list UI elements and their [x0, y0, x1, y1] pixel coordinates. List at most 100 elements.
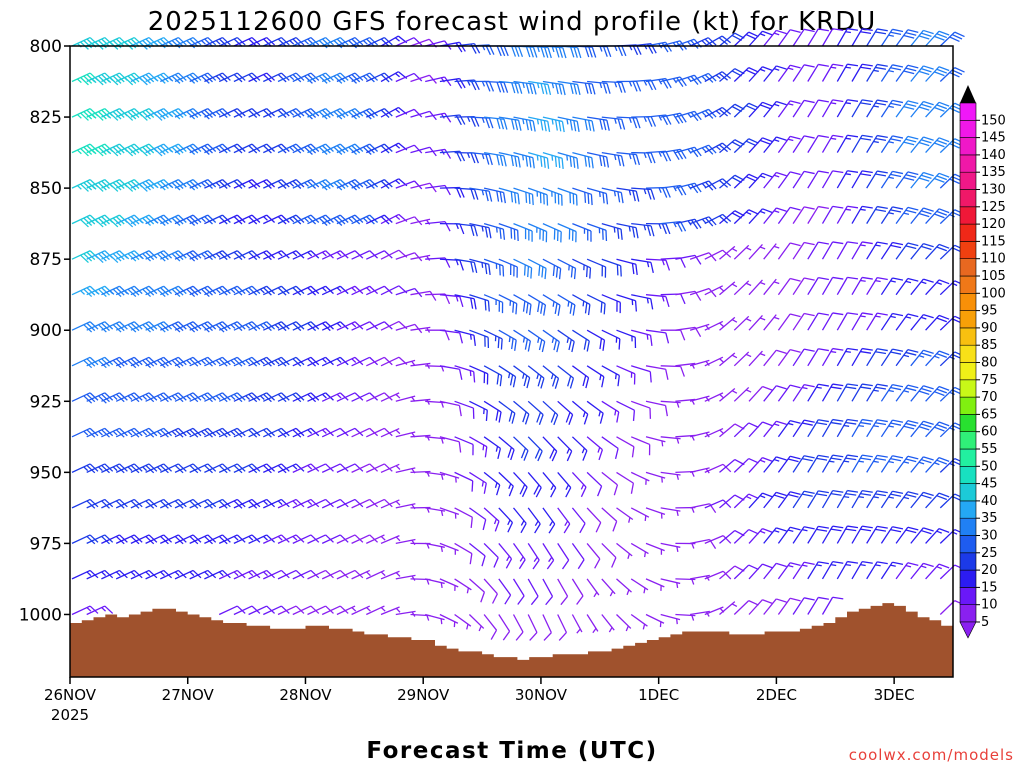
- wind-barb: [395, 287, 423, 298]
- wind-barb: [557, 116, 580, 133]
- wind-barb: [910, 314, 934, 331]
- wind-barb: [115, 463, 143, 474]
- wind-barb: [660, 76, 687, 87]
- wind-barb: [733, 31, 759, 47]
- wind-barb: [115, 427, 143, 438]
- wind-barb: [292, 285, 320, 296]
- wind-barb: [321, 143, 349, 155]
- wind-barb: [395, 72, 423, 83]
- wind-barb: [557, 187, 578, 206]
- wind-barb: [557, 258, 577, 280]
- wind-barb: [130, 285, 158, 298]
- wind-barb: [263, 250, 290, 260]
- wind-barb: [395, 37, 423, 47]
- colorbar-label: 25: [981, 546, 998, 561]
- wind-barb: [145, 356, 173, 369]
- wind-barb: [836, 28, 859, 47]
- wind-barb: [101, 143, 128, 157]
- wind-barb: [321, 534, 349, 544]
- wind-barb: [425, 542, 445, 553]
- wind-barb: [866, 28, 888, 47]
- wind-barb: [498, 507, 514, 533]
- wind-barb: [836, 489, 859, 509]
- wind-barb: [528, 151, 550, 169]
- y-tick-label: 800: [30, 37, 62, 57]
- wind-barb: [763, 314, 780, 331]
- wind-barb: [513, 80, 537, 95]
- wind-barb: [307, 179, 334, 191]
- wind-barb: [498, 80, 523, 94]
- wind-barb: [380, 570, 401, 580]
- wind-barb: [277, 498, 305, 509]
- wind-barb: [101, 427, 128, 438]
- wind-barb: [277, 356, 305, 367]
- wind-barb: [366, 143, 393, 154]
- wind-barb: [851, 347, 873, 367]
- wind-barb: [572, 80, 596, 95]
- wind-barb: [336, 605, 357, 616]
- wind-barb: [351, 250, 379, 260]
- colorbar-label: 145: [981, 131, 1006, 146]
- colorbar-label: 125: [981, 200, 1006, 215]
- wind-barb: [204, 36, 231, 47]
- wind-barb: [307, 250, 334, 260]
- wind-barb: [233, 214, 261, 225]
- wind-barb: [733, 564, 759, 580]
- wind-barb: [233, 427, 261, 438]
- wind-barb: [292, 36, 320, 47]
- wind-barb: [880, 28, 904, 47]
- colorbar-label: 30: [981, 529, 998, 544]
- wind-barb: [336, 498, 364, 509]
- wind-barb: [263, 569, 290, 580]
- colorbar-swatch: [959, 344, 977, 363]
- x-year-label: 2025: [51, 706, 89, 724]
- wind-barb: [895, 64, 919, 82]
- wind-barb: [454, 436, 474, 456]
- wind-barb: [483, 400, 502, 423]
- wind-barb: [748, 421, 773, 438]
- wind-barb: [454, 258, 478, 274]
- wind-barb: [866, 241, 888, 260]
- wind-barb: [542, 187, 563, 206]
- wind-barb: [204, 250, 231, 261]
- wind-barb: [733, 528, 759, 544]
- wind-barb: [351, 356, 379, 367]
- wind-barb: [601, 614, 615, 633]
- wind-barb: [425, 184, 451, 196]
- wind-barb: [483, 294, 504, 314]
- wind-barb: [763, 349, 787, 367]
- wind-barb: [630, 542, 649, 558]
- wind-barb: [527, 578, 539, 606]
- wind-barb: [631, 222, 655, 237]
- wind-barb: [733, 244, 752, 260]
- wind-barb: [630, 578, 649, 594]
- wind-barb: [145, 569, 173, 580]
- wind-barb: [763, 278, 780, 296]
- wind-barb: [115, 534, 143, 545]
- wind-barb: [366, 250, 393, 260]
- colorbar-swatch: [959, 414, 977, 432]
- wind-barb: [512, 578, 525, 605]
- terrain-fill: [70, 603, 953, 677]
- wind-barb: [821, 383, 844, 402]
- wind-barb: [336, 463, 364, 473]
- wind-barb: [115, 72, 143, 86]
- wind-barb: [807, 28, 829, 47]
- wind-barb: [248, 321, 276, 332]
- y-axis: 800 825 850 875 900 925 950 975 1000: [19, 37, 70, 625]
- wind-barb: [763, 100, 787, 118]
- wind-barb: [792, 419, 815, 438]
- wind-barb: [836, 241, 859, 260]
- wind-barb: [248, 143, 276, 154]
- wind-barb: [174, 534, 202, 545]
- wind-barb: [660, 542, 681, 553]
- wind-barb: [483, 151, 507, 167]
- wind-barb: [630, 471, 650, 485]
- wind-barb: [115, 356, 143, 369]
- wind-barb: [895, 242, 919, 260]
- wind-barb: [719, 281, 738, 296]
- wind-barb: [351, 72, 379, 83]
- wind-barb: [910, 456, 934, 473]
- wind-barb: [748, 314, 766, 331]
- wind-barb: [512, 507, 527, 534]
